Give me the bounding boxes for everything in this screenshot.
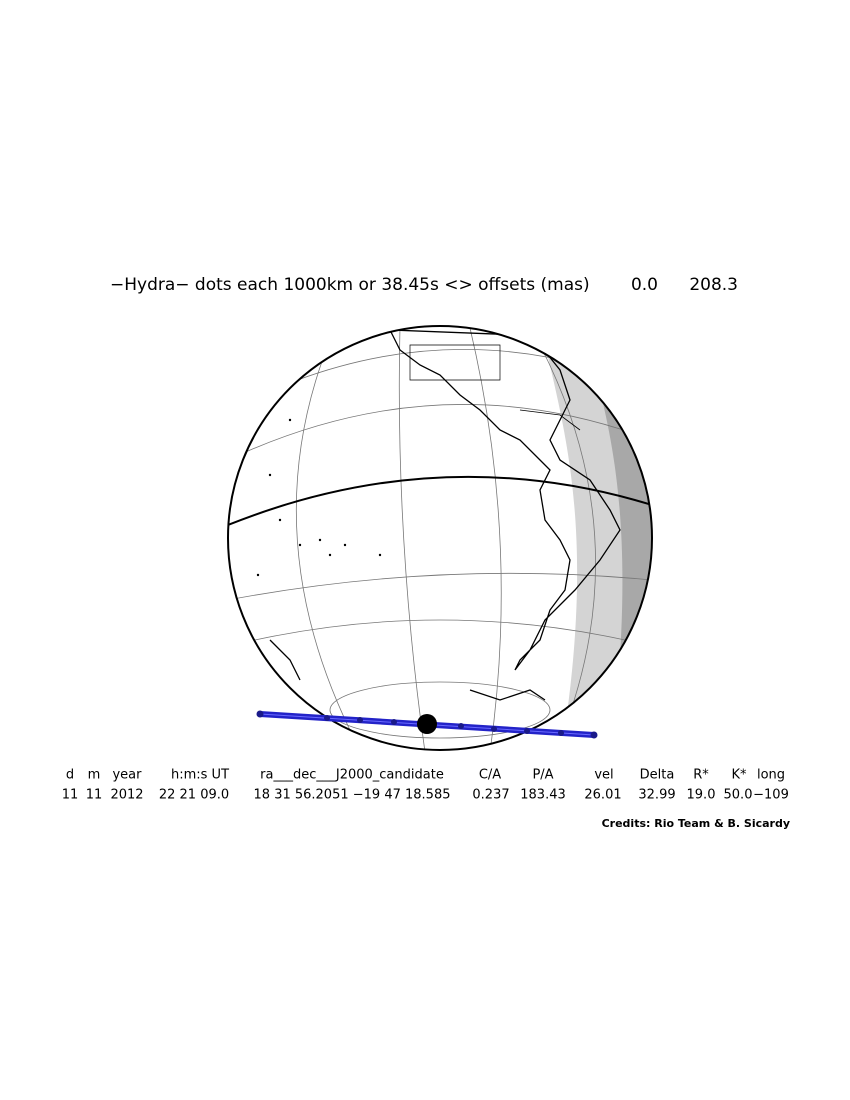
column-header: vel <box>594 768 613 783</box>
offset-x: 0.0 <box>631 275 658 295</box>
cell: 26.01 <box>584 788 621 803</box>
column-header: ra___dec___J2000_candidate <box>260 768 444 783</box>
data-table: d m year h:m:s UT ra___dec___J2000_candidate… <box>62 768 789 803</box>
column-header: long <box>757 768 785 783</box>
cell: 11 <box>62 788 79 803</box>
column-header: P/A <box>532 768 553 783</box>
cell: 0.237 <box>472 788 509 803</box>
cell: 32.99 <box>638 788 675 803</box>
cell: 18 31 56.2051 −19 47 18.585 <box>254 788 451 803</box>
cell: 19.0 <box>687 788 716 803</box>
cell: 183.43 <box>520 788 566 803</box>
cell: −109 <box>753 788 789 803</box>
globe <box>227 325 653 751</box>
cell: 11 <box>86 788 103 803</box>
column-header: d <box>66 768 74 783</box>
offset-y: 208.3 <box>689 275 738 295</box>
occultation-track <box>256 710 598 739</box>
column-header: R* <box>693 768 709 783</box>
cell: 22 21 09.0 <box>159 788 229 803</box>
cell: 50.0 <box>724 788 753 803</box>
credits: Credits: Rio Team & B. Sicardy <box>602 817 790 830</box>
cell: 2012 <box>110 788 143 803</box>
title: −Hydra− dots each 1000km or 38.45s <> of… <box>110 275 590 295</box>
column-header: C/A <box>479 768 501 783</box>
column-header: m <box>88 768 101 783</box>
column-header: h:m:s UT <box>171 768 229 783</box>
column-header: Delta <box>640 768 675 783</box>
column-header: year <box>112 768 142 783</box>
column-header: K* <box>731 768 747 783</box>
